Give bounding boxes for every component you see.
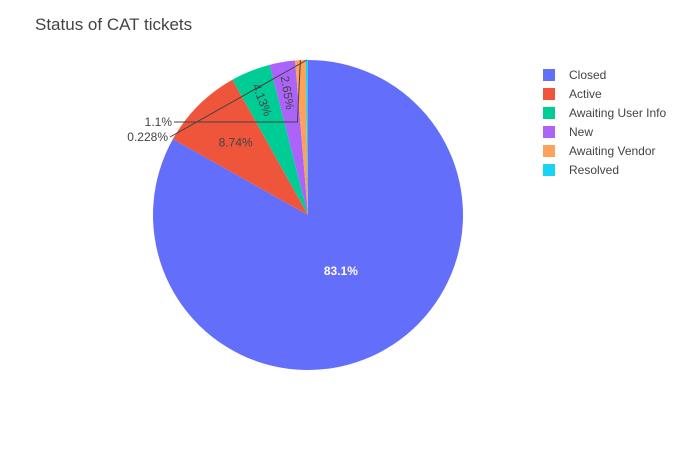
legend-label-closed: Closed [569,68,606,82]
leader-line-awaiting-vendor [174,60,301,123]
legend-swatch-awaiting-user-info [543,107,555,119]
legend-item-resolved[interactable]: Resolved [543,163,619,177]
legend-swatch-active [543,88,555,100]
legend-label-active: Active [569,87,602,101]
legend-item-active[interactable]: Active [543,87,602,101]
legend-item-awaiting-user-info[interactable]: Awaiting User Info [543,106,666,120]
pie-slice-resolved [305,60,308,215]
legend-swatch-resolved [543,164,555,176]
slice-label-resolved: 0.228% [127,130,168,144]
legend-item-closed[interactable]: Closed [543,68,606,82]
pie-slice-closed [153,60,464,371]
pie-slice-awaiting-user-info [232,64,308,215]
slice-label-awaiting-vendor: 1.1% [145,115,173,129]
legend-item-new[interactable]: New [543,125,593,139]
pie-slices [153,60,464,371]
leader-line-resolved [169,59,308,138]
legend-swatch-awaiting-vendor [543,145,555,157]
legend-swatch-closed [543,69,555,81]
legend-label-resolved: Resolved [569,163,619,177]
chart-title: Status of CAT tickets [35,15,192,34]
pie-slice-new [269,60,308,215]
legend-label-new: New [569,125,593,139]
slice-label-closed: 83.1% [324,264,358,278]
slice-label-active: 8.74% [219,136,253,150]
legend-label-awaiting-vendor: Awaiting Vendor [569,144,656,158]
slice-label-new: 2.65% [278,75,298,111]
legend: Closed Active Awaiting User Info New Awaitin… [543,68,666,177]
pie-slice-active [172,79,308,215]
legend-swatch-new [543,126,555,138]
legend-item-awaiting-vendor[interactable]: Awaiting Vendor [543,144,656,158]
legend-label-awaiting-user-info: Awaiting User Info [569,106,666,120]
